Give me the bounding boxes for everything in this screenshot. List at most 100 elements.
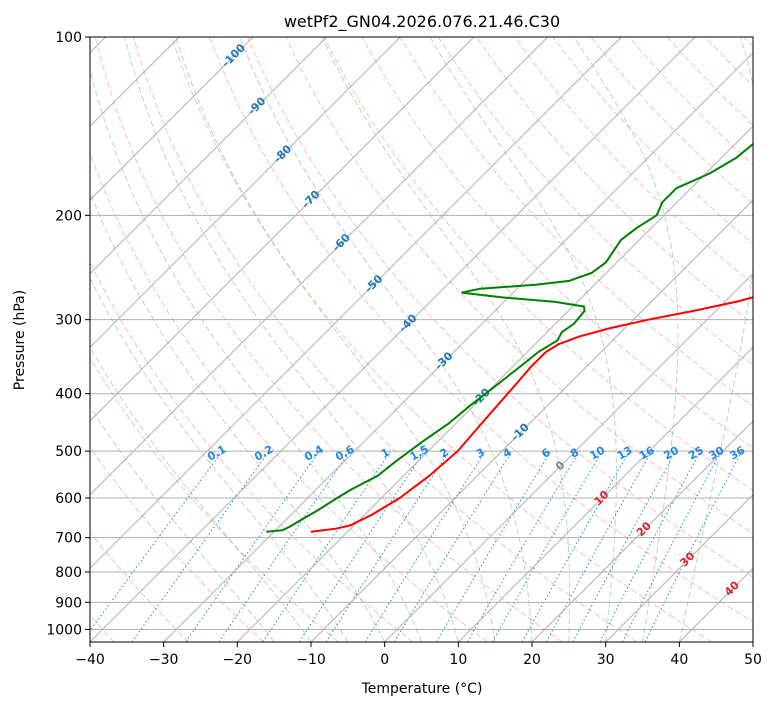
isotherm-line (752, 641, 753, 642)
y-tick-label: 400 (55, 387, 82, 403)
mixing-ratio-line (262, 450, 392, 642)
isotherm-line (163, 51, 753, 642)
dry-adiabats (90, 37, 753, 642)
x-tick-label: 40 (670, 652, 688, 668)
mixing-ratio-line (185, 450, 320, 642)
y-tick-label: 500 (55, 444, 82, 460)
isotherm-line (384, 272, 753, 642)
isotherm-line (236, 125, 753, 642)
isotherm-line (605, 493, 753, 642)
mixing-ratio-lines (90, 450, 743, 642)
isotherm-line (90, 37, 401, 349)
dry-adiabat (247, 37, 753, 578)
isotherm-label: -100 (219, 41, 248, 70)
dry-adiabat (90, 531, 190, 642)
dry-adiabat (90, 356, 339, 642)
y-tick-label: 900 (55, 595, 82, 611)
isotherm-line (90, 37, 622, 570)
x-tick-label: 0 (380, 652, 389, 668)
isotherm-lines (90, 37, 753, 642)
mixing-ratio-label: 13 (615, 444, 635, 463)
dry-adiabat (399, 37, 753, 407)
moist-adiabat (90, 346, 312, 642)
y-tick-label: 200 (55, 208, 82, 224)
isotherm-line (457, 346, 753, 642)
x-tick-label: −30 (149, 652, 179, 668)
dry-adiabat (666, 37, 753, 126)
moist-adiabat (573, 37, 679, 642)
plot-frame (89, 36, 754, 643)
isotherm-line (678, 567, 753, 642)
mixing-ratio-label: 1.5 (408, 443, 431, 464)
dry-adiabat (90, 446, 264, 642)
x-tick-label: 20 (523, 652, 541, 668)
dry-adiabat (171, 37, 712, 642)
isobar-lines (90, 37, 753, 630)
dry-adiabat (94, 37, 563, 642)
y-axis-ticks: 100 200 300 400 500 600 700 800 900 1000 (46, 30, 90, 638)
y-tick-label: 600 (55, 491, 82, 507)
mixing-ratio-line (218, 450, 351, 642)
mixing-ratio-line (467, 450, 580, 642)
dry-adiabat (437, 37, 753, 366)
dry-adiabat (361, 37, 753, 449)
y-tick-label: 800 (55, 565, 82, 581)
isotherm-label: -30 (432, 349, 455, 372)
y-tick-label: 100 (55, 30, 82, 46)
isotherm-label: -50 (362, 272, 385, 295)
x-tick-label: 10 (449, 652, 467, 668)
mixing-ratio-line (298, 450, 425, 642)
y-tick-label: 700 (55, 531, 82, 547)
y-tick-label: 1000 (46, 622, 82, 638)
mixing-ratio-label: 6 (539, 445, 552, 460)
mixing-ratio-label: 0.4 (302, 443, 326, 464)
moist-adiabat (90, 405, 275, 642)
mixing-ratio-line (521, 450, 630, 642)
dry-adiabat (285, 37, 753, 535)
moist-adiabat (90, 190, 386, 642)
mixing-ratio-label: 0.6 (333, 442, 357, 463)
x-tick-label: 50 (744, 652, 762, 668)
dry-adiabat (90, 260, 414, 642)
mixing-ratio-line (644, 450, 743, 642)
moist-adiabat (678, 37, 753, 642)
mixing-ratio-label: 36 (727, 444, 747, 463)
isotherm-label: 30 (677, 549, 697, 569)
y-tick-label: 300 (55, 313, 82, 329)
moist-adiabat (90, 67, 422, 642)
moist-adiabat (124, 37, 459, 642)
moist-adiabat (321, 37, 571, 642)
chart-title: wetPf2_GN04.2026.076.21.46.C30 (284, 12, 560, 32)
mixing-ratio-line (131, 450, 270, 642)
moist-adiabat (175, 37, 496, 642)
mixing-ratio-line (545, 450, 653, 642)
x-tick-label: −40 (75, 652, 105, 668)
isotherm-line (310, 199, 753, 642)
plot-area: -100-90-80-70-60-50-40-30-20-10010203040… (90, 37, 753, 642)
mixing-ratio-line (393, 450, 513, 642)
dry-adiabat (209, 37, 753, 623)
isotherm-line (90, 37, 328, 275)
dry-adiabat (704, 37, 753, 87)
dry-adiabat (132, 37, 638, 642)
isotherm-label: -60 (330, 231, 353, 254)
isotherm-line (90, 37, 475, 422)
x-tick-label: 30 (597, 652, 615, 668)
temperature-line (310, 296, 753, 533)
moist-adiabat (90, 277, 349, 642)
x-tick-label: −20 (223, 652, 253, 668)
mixing-ratio-line (325, 450, 450, 642)
moist-adiabat (239, 37, 533, 642)
y-axis-label: Pressure (hPa) (12, 290, 28, 390)
isotherm-line (90, 37, 549, 496)
isotherm-line (90, 37, 254, 201)
mixing-ratio-label: 25 (686, 444, 706, 463)
moist-adiabats (90, 37, 753, 642)
dewpoint-line (266, 142, 753, 533)
mixing-ratio-label: 3 (474, 446, 487, 461)
mixing-ratio-label: 10 (587, 444, 607, 463)
mixing-ratio-label: 20 (661, 444, 681, 463)
x-axis-ticks: −40 −30 −20 −10 0 10 20 30 40 50 (75, 642, 762, 668)
x-tick-label: −10 (296, 652, 326, 668)
